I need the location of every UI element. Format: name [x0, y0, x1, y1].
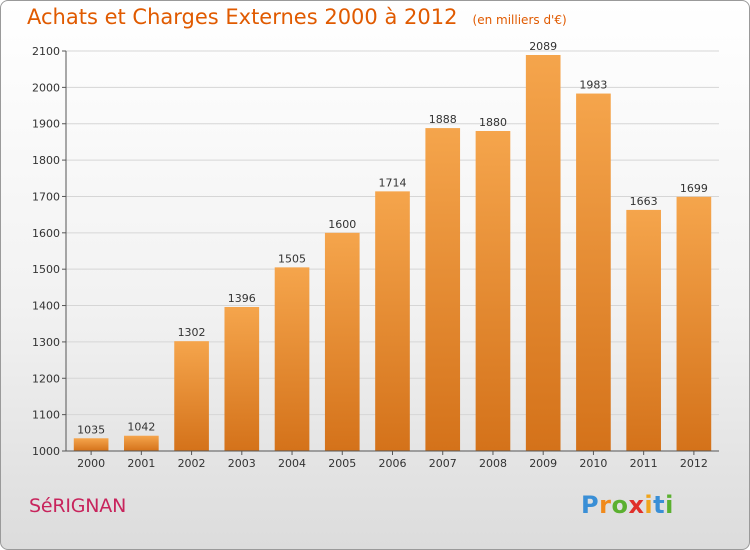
bar-2006 — [375, 191, 410, 451]
bar-2008 — [475, 131, 511, 451]
bar-2001 — [124, 435, 159, 451]
logo-letter: t — [653, 491, 666, 519]
y-tick-label: 1300 — [32, 336, 60, 349]
data-label: 1880 — [479, 116, 507, 129]
logo-letter: P — [581, 491, 600, 519]
data-label: 1888 — [429, 113, 457, 126]
logo-letter: x — [628, 491, 645, 519]
x-tick-label: 2007 — [429, 457, 457, 470]
bar-2003 — [224, 307, 260, 451]
axes: 1000 1100 1200 1300 1400 1500 1600 1700 1800 1900… — [32, 45, 719, 470]
city-name: SéRIGNAN — [29, 495, 127, 517]
y-tick-label: 2100 — [32, 45, 60, 58]
y-tick-label: 2000 — [32, 81, 60, 94]
bar-2011 — [626, 209, 661, 451]
logo-letter: o — [611, 491, 629, 519]
bar-2010 — [576, 93, 611, 451]
x-tick-label: 2009 — [529, 457, 557, 470]
y-tick-label: 1000 — [32, 445, 60, 458]
data-label: 1302 — [178, 326, 206, 339]
y-tick-label: 1700 — [32, 190, 60, 203]
x-tick-label: 2012 — [680, 457, 708, 470]
bar-2004 — [274, 267, 310, 451]
data-label: 2089 — [529, 40, 557, 53]
x-tick-label: 2008 — [479, 457, 507, 470]
bar-2007 — [425, 128, 461, 451]
y-tick-label: 1800 — [32, 154, 60, 167]
title-row: Achats et Charges Externes 2000 à 2012 (… — [27, 5, 567, 29]
data-label: 1600 — [328, 218, 356, 231]
x-tick-label: 2003 — [228, 457, 256, 470]
y-tick-label: 1500 — [32, 263, 60, 276]
y-tick-label: 1200 — [32, 372, 60, 385]
data-label: 1505 — [278, 252, 306, 265]
data-label: 1042 — [127, 421, 155, 434]
bar-2000 — [73, 438, 109, 451]
bar-2005 — [324, 232, 360, 451]
y-tick-label: 1400 — [32, 300, 60, 313]
logo-letter: i — [644, 491, 654, 519]
data-label: 1714 — [379, 176, 407, 189]
logo-letter: i — [665, 491, 674, 519]
data-label: 1699 — [680, 182, 708, 195]
data-label: 1983 — [579, 79, 607, 92]
x-tick-label: 2004 — [278, 457, 306, 470]
x-tick-label: 2002 — [178, 457, 206, 470]
x-tick-label: 2010 — [579, 457, 607, 470]
x-tick-label: 2001 — [127, 457, 155, 470]
bar-2012 — [676, 196, 712, 451]
bar-2009 — [525, 55, 561, 451]
x-tick-label: 2011 — [630, 457, 658, 470]
x-tick-label: 2005 — [328, 457, 356, 470]
x-tick-label: 2000 — [77, 457, 105, 470]
x-tick-label: 2006 — [379, 457, 407, 470]
bar-2002 — [174, 341, 209, 451]
y-tick-label: 1900 — [32, 118, 60, 131]
logo-letter: r — [599, 491, 612, 519]
bars: 1035 1042 1302 1396 1505 1600 1714 1888 1880 2089… — [73, 40, 712, 451]
y-tick-label: 1600 — [32, 227, 60, 240]
proxiti-logo: Proxiti — [581, 491, 674, 519]
data-label: 1663 — [630, 195, 658, 208]
chart-subtitle: (en milliers d'€) — [472, 13, 567, 27]
data-label: 1035 — [77, 423, 105, 436]
y-tick-label: 1100 — [32, 409, 60, 422]
chart-title: Achats et Charges Externes 2000 à 2012 — [27, 5, 458, 29]
data-label: 1396 — [228, 292, 256, 305]
